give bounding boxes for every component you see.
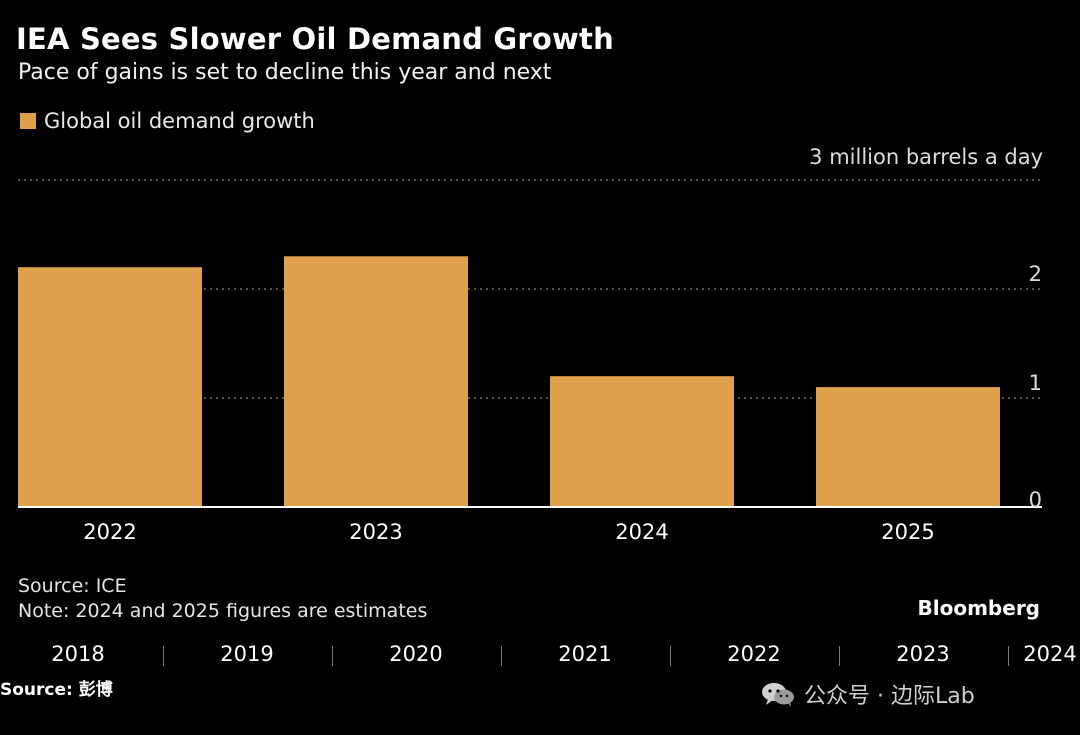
chart-plot: 2022 2023 2024 2025 0 1 2 bbox=[18, 179, 1042, 544]
timeline-year-2019: 2019 bbox=[220, 642, 274, 666]
wechat-watermark: 公众号 · 边际Lab bbox=[760, 678, 975, 710]
legend-label: Global oil demand growth bbox=[44, 109, 315, 133]
timeline-year-2021: 2021 bbox=[558, 642, 612, 666]
x-tick-label-2022: 2022 bbox=[83, 520, 136, 544]
timeline-year-2020: 2020 bbox=[389, 642, 443, 666]
bar-2025 bbox=[816, 387, 1000, 507]
image-source: Source: 彭博 bbox=[0, 680, 113, 700]
y-tick-label-0: 0 bbox=[1029, 488, 1042, 512]
timeline-separator bbox=[669, 646, 671, 666]
timeline-separator bbox=[838, 646, 840, 666]
bar-2022 bbox=[18, 267, 202, 507]
chart-title: IEA Sees Slower Oil Demand Growth bbox=[16, 22, 614, 56]
timeline-year-2023: 2023 bbox=[896, 642, 950, 666]
legend: Global oil demand growth bbox=[20, 108, 315, 134]
timeline-year-2024: 2024 bbox=[1023, 642, 1077, 666]
x-tick-label-2025: 2025 bbox=[881, 520, 934, 544]
y-tick-label-2: 2 bbox=[1029, 262, 1042, 286]
bar-2024 bbox=[550, 376, 734, 507]
x-tick-label-2024: 2024 bbox=[615, 520, 668, 544]
chart-note: Note: 2024 and 2025 figures are estimate… bbox=[18, 600, 428, 622]
legend-swatch bbox=[20, 113, 36, 129]
bloomberg-logo: Bloomberg bbox=[917, 596, 1040, 620]
y-tick-label-1: 1 bbox=[1029, 371, 1042, 395]
timeline-year-2018: 2018 bbox=[51, 642, 105, 666]
timeline-separator bbox=[500, 646, 502, 666]
timeline-year-2022: 2022 bbox=[727, 642, 781, 666]
timeline-separator bbox=[1007, 646, 1009, 666]
chart-subtitle: Pace of gains is set to decline this yea… bbox=[18, 60, 552, 85]
wechat-icon bbox=[762, 683, 794, 707]
timeline-separator bbox=[162, 646, 164, 666]
watermark-text: 公众号 · 边际Lab bbox=[804, 684, 975, 709]
y-axis-unit-label: 3 million barrels a day bbox=[809, 145, 1043, 169]
year-timeline: 2018 2019 2020 2021 2022 2023 2024 bbox=[0, 640, 1080, 672]
x-tick-label-2023: 2023 bbox=[349, 520, 402, 544]
bar-2023 bbox=[284, 256, 468, 507]
timeline-separator bbox=[331, 646, 333, 666]
chart-source: Source: ICE bbox=[18, 575, 127, 597]
